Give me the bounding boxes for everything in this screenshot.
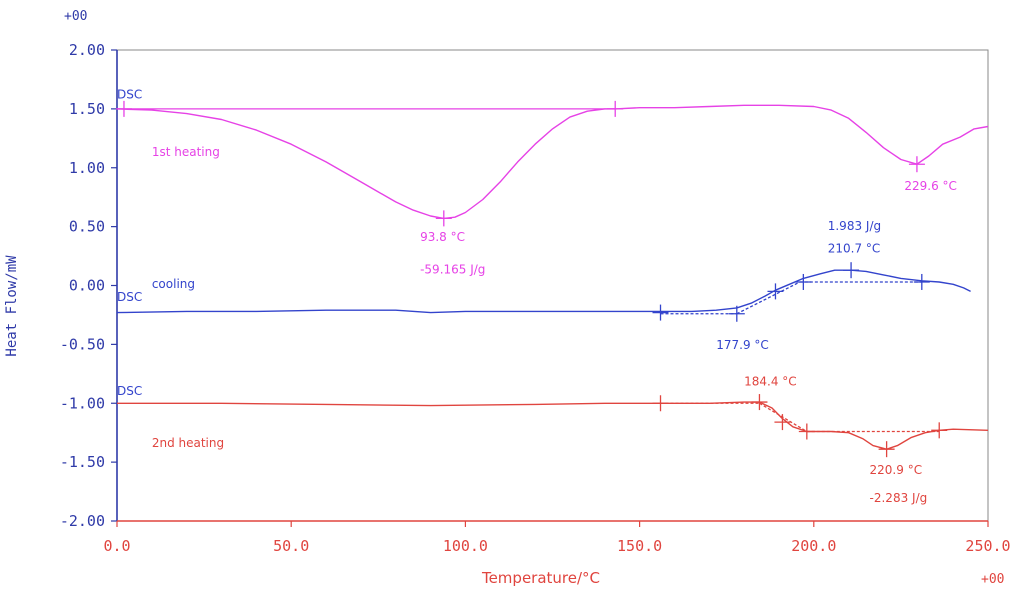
y-axis-title: Heat Flow/mW <box>4 255 20 357</box>
analysis-markers <box>115 100 948 458</box>
cross-marker <box>607 100 624 117</box>
cross-marker <box>751 394 768 411</box>
y-tick-label: 0.00 <box>69 277 105 295</box>
annotation-label: -59.165 J/g <box>420 263 485 277</box>
cross-marker <box>435 210 452 227</box>
annotation-label: cooling <box>152 277 195 291</box>
annotation-label: 229.6 °C <box>904 179 957 193</box>
cross-marker <box>913 273 930 290</box>
y-tick-label: 2.00 <box>69 41 105 59</box>
cross-marker <box>843 262 860 279</box>
y-tick-label: 1.50 <box>69 100 105 118</box>
cross-marker <box>795 273 812 290</box>
y-tick-label: -2.00 <box>60 512 105 530</box>
x-tick-label: 50.0 <box>273 537 309 555</box>
x-tick-label: 100.0 <box>443 537 488 555</box>
cross-marker <box>728 305 745 322</box>
cross-marker <box>798 423 815 440</box>
annotation-label: 2nd heating <box>152 436 224 450</box>
annotation-label: 177.9 °C <box>716 338 769 352</box>
y-tick-label: 1.00 <box>69 159 105 177</box>
y-tick-label: -1.00 <box>60 394 105 412</box>
cross-marker <box>652 304 669 321</box>
x-exponent-label: +00 <box>981 572 1004 587</box>
cross-marker <box>878 441 895 458</box>
annotation-label: 210.7 °C <box>828 242 881 256</box>
annotations: DSC 1st heating 93.8 °C -59.165 J/g 229.6 °C… <box>117 87 957 505</box>
series-line-cooling <box>116 269 971 314</box>
annotation-label: 220.9 °C <box>870 463 923 477</box>
x-axis-title: Temperature/°C <box>481 569 600 587</box>
cross-marker <box>908 156 925 173</box>
cross-marker <box>115 100 132 117</box>
y-tick-label: -0.50 <box>60 335 105 353</box>
x-axis-ticks: 0.0 50.0 100.0 150.0 200.0 250.0 <box>103 521 1011 555</box>
cross-marker <box>652 395 669 412</box>
x-tick-label: 250.0 <box>965 537 1010 555</box>
cross-marker <box>774 414 791 431</box>
annotation-label: 1.983 J/g <box>828 219 881 233</box>
annotation-label: DSC <box>117 384 142 398</box>
annotation-label: 184.4 °C <box>744 375 797 389</box>
baseline-segment <box>759 402 808 433</box>
annotation-label: -2.283 J/g <box>870 491 928 505</box>
annotation-label: 1st heating <box>152 145 220 159</box>
annotation-label: 93.8 °C <box>420 230 465 244</box>
x-tick-label: 150.0 <box>617 537 662 555</box>
x-tick-label: 0.0 <box>103 537 130 555</box>
annotation-label: DSC <box>117 290 142 304</box>
series-lines <box>116 104 989 450</box>
baseline-segment <box>736 281 801 315</box>
y-tick-label: -1.50 <box>60 453 105 471</box>
cross-marker <box>767 283 784 300</box>
plot-frame <box>116 49 989 522</box>
series-line-1st-heating <box>116 104 989 220</box>
cross-marker <box>931 422 948 439</box>
y-exponent-label: +00 <box>64 9 87 24</box>
y-tick-label: 0.50 <box>69 218 105 236</box>
annotation-label: DSC <box>117 87 142 101</box>
series-line-2nd-heating <box>117 401 989 450</box>
x-tick-label: 200.0 <box>791 537 836 555</box>
y-axis-ticks: 2.00 1.50 1.00 0.50 0.00 -0.50 -1.00 -1.50 -2.00 <box>60 41 117 530</box>
